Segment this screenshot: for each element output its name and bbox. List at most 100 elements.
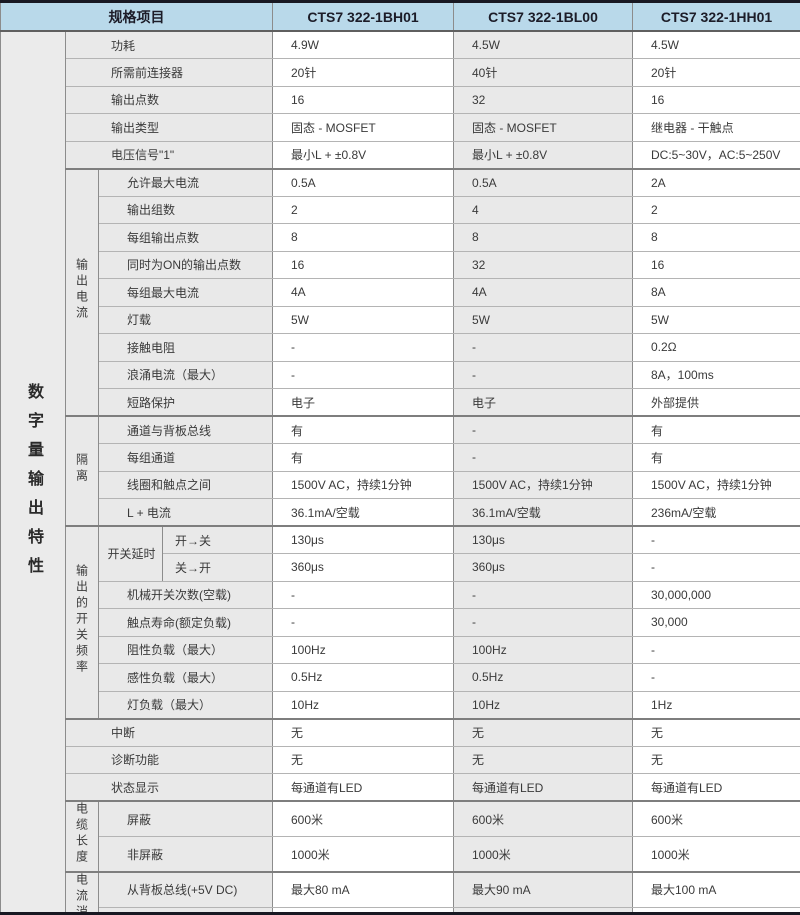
value-cell: 最大250 mA: [632, 906, 800, 912]
header-column-model-1: CTS7 322-1BH01: [272, 3, 454, 32]
table-row: 触点寿命(额定负载) - - 30,000: [1, 608, 800, 637]
table-row: 数字量输出特性 功耗 4.9W 4.5W 4.5W: [0, 30, 800, 912]
value-cell: -: [632, 635, 800, 664]
value-cell: 4.5W: [453, 30, 633, 59]
value-cell: 电子: [272, 388, 454, 417]
row-label: 每组通道: [98, 443, 273, 472]
table-row: 输出类型 固态 - MOSFET 固态 - MOSFET 继电器 - 干触点: [1, 113, 800, 142]
table-row: 从L+/L1(无负载) 最大120 mA 最大200 mA 最大250 mA: [1, 906, 800, 912]
row-label: 同时为ON的输出点数: [98, 250, 273, 279]
value-cell: 600米: [272, 800, 454, 837]
value-cell: 1500V AC，持续1分钟: [272, 470, 454, 499]
value-cell: -: [272, 360, 454, 389]
table-row: 中断 无 无 无: [1, 717, 800, 747]
value-cell: 1000米: [272, 836, 454, 873]
value-cell: 无: [453, 717, 633, 747]
value-cell: 有: [632, 443, 800, 472]
value-cell: 32: [453, 250, 633, 279]
row-label: 非屏蔽: [98, 836, 273, 873]
row-label: 灯负载（最大）: [98, 690, 273, 719]
table-row: 输出点数 16 32 16: [1, 85, 800, 114]
value-cell: 无: [272, 745, 454, 774]
value-cell: 600米: [632, 800, 800, 837]
value-cell: 40针: [453, 58, 633, 87]
value-cell: 36.1mA/空载: [453, 498, 633, 527]
table-row: 所需前连接器 20针 40针 20针: [1, 58, 800, 87]
table-row: 灯载 5W 5W 5W: [1, 305, 800, 334]
row-label: 从L+/L1(无负载): [98, 906, 273, 912]
table-row: L + 电流 36.1mA/空载 36.1mA/空载 236mA/空载: [1, 498, 800, 527]
value-cell: 16: [632, 85, 800, 114]
value-cell: -: [272, 608, 454, 637]
group-label-cable-length: 电缆长度: [65, 800, 99, 873]
value-cell: 有: [272, 415, 454, 444]
value-cell: 最大80 mA: [272, 870, 454, 908]
value-cell: -: [453, 608, 633, 637]
value-cell: 无: [453, 745, 633, 774]
row-label: 状态显示: [65, 773, 273, 802]
group-label-output-current: 输出电流: [65, 167, 99, 417]
value-cell: 5W: [272, 305, 454, 334]
row-label: 关→开: [162, 553, 273, 582]
value-cell: 16: [632, 250, 800, 279]
row-label: 短路保护: [98, 388, 273, 417]
value-cell: -: [632, 525, 800, 554]
value-cell: 1500V AC，持续1分钟: [453, 470, 633, 499]
table-row: 关→开 360μs 360μs -: [1, 553, 800, 582]
table-row: 同时为ON的输出点数 16 32 16: [1, 250, 800, 279]
value-cell: 最大100 mA: [632, 870, 800, 908]
group-label-isolation: 隔离: [65, 415, 99, 527]
table-row: 诊断功能 无 无 无: [1, 745, 800, 774]
value-cell: 2: [632, 195, 800, 224]
value-cell: 32: [453, 85, 633, 114]
table-row: 电压信号"1" 最小L + ±0.8V 最小L + ±0.8V DC:5~30V…: [1, 140, 800, 169]
value-cell: 每通道有LED: [272, 773, 454, 802]
row-label: 接触电阻: [98, 333, 273, 362]
value-cell: 5W: [632, 305, 800, 334]
value-cell: 外部提供: [632, 388, 800, 417]
value-cell: 0.2Ω: [632, 333, 800, 362]
value-cell: 600米: [453, 800, 633, 837]
value-cell: 8: [272, 223, 454, 252]
value-cell: 36.1mA/空载: [272, 498, 454, 527]
value-cell: 20针: [632, 58, 800, 87]
value-cell: 无: [632, 717, 800, 747]
table-row: 电流消耗 从背板总线(+5V DC) 最大80 mA 最大90 mA 最大100…: [1, 870, 800, 912]
table-row: 输出电流 允许最大电流 0.5A 0.5A 2A: [1, 167, 800, 417]
value-cell: 1000米: [453, 836, 633, 873]
value-cell: 360μs: [272, 553, 454, 582]
value-cell: 4: [453, 195, 633, 224]
value-cell: 100Hz: [272, 635, 454, 664]
value-cell: 最小L + ±0.8V: [272, 140, 454, 169]
value-cell: 236mA/空载: [632, 498, 800, 527]
table-row: 浪涌电流（最大） - - 8A，100ms: [1, 360, 800, 389]
value-cell: 30,000: [632, 608, 800, 637]
value-cell: 0.5Hz: [272, 663, 454, 692]
value-cell: 4A: [272, 278, 454, 307]
value-cell: -: [632, 553, 800, 582]
value-cell: -: [272, 580, 454, 609]
row-label: 允许最大电流: [98, 167, 273, 197]
row-label: 阻性负载（最大）: [98, 635, 273, 664]
row-label: 机械开关次数(空载): [98, 580, 273, 609]
value-cell: -: [453, 360, 633, 389]
value-cell: 继电器 - 干触点: [632, 113, 800, 142]
value-cell: 每通道有LED: [453, 773, 633, 802]
value-cell: -: [453, 580, 633, 609]
row-label: 通道与背板总线: [98, 415, 273, 444]
side-title: 数字量输出特性: [25, 383, 42, 586]
row-label: 每组最大电流: [98, 278, 273, 307]
row-label: 开→关: [162, 525, 273, 554]
value-cell: 100Hz: [453, 635, 633, 664]
row-label: 灯载: [98, 305, 273, 334]
value-cell: 无: [632, 745, 800, 774]
value-cell: 4A: [453, 278, 633, 307]
value-cell: -: [453, 443, 633, 472]
value-cell: 5W: [453, 305, 633, 334]
value-cell: 10Hz: [453, 690, 633, 719]
table-row: 输出的开关频率 开关延时 开→关 130μs 130μs -: [1, 525, 800, 719]
value-cell: 0.5Hz: [453, 663, 633, 692]
value-cell: 最大200 mA: [453, 906, 633, 912]
value-cell: 8A，100ms: [632, 360, 800, 389]
